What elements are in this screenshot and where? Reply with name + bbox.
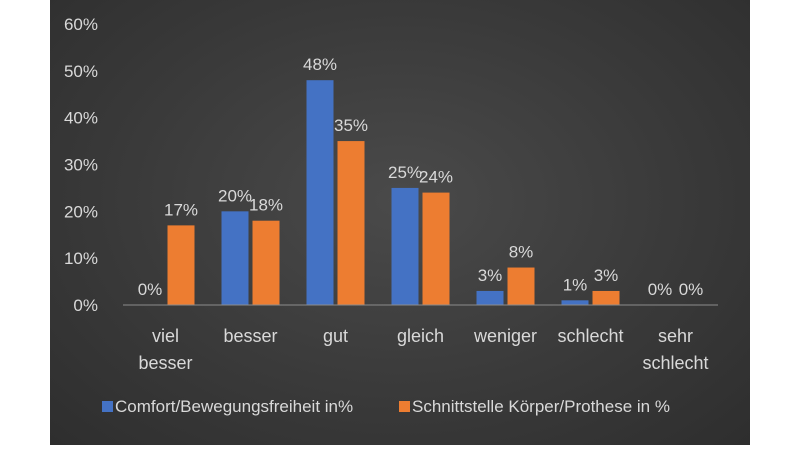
data-label: 0% <box>679 280 704 299</box>
bar-chart: 0% 10% 20% 30% 40% 50% 60% 0% 20% 48% 25% 3% 1% 0% 17… <box>64 15 718 416</box>
data-label: 20% <box>218 186 252 205</box>
data-label: 24% <box>419 168 453 187</box>
data-label: 25% <box>388 163 422 182</box>
legend-swatch-2 <box>399 401 410 412</box>
data-label: 3% <box>594 266 619 285</box>
data-label: 35% <box>334 116 368 135</box>
y-tick-label: 40% <box>64 109 98 128</box>
y-tick-label: 20% <box>64 202 98 221</box>
bar-series-2 <box>167 225 195 305</box>
data-label: 18% <box>249 196 283 215</box>
data-label: 0% <box>648 280 673 299</box>
bar-series-2 <box>337 141 365 305</box>
data-label: 1% <box>563 275 588 294</box>
data-label: 8% <box>509 243 534 262</box>
bar-series-1 <box>221 211 249 305</box>
bar-series-2 <box>252 220 280 305</box>
y-axis: 0% 10% 20% 30% 40% 50% 60% <box>64 15 98 315</box>
x-axis: viel besser besser gut gleich weniger schlecht… <box>138 326 708 373</box>
y-tick-label: 0% <box>73 296 98 315</box>
data-label: 17% <box>164 200 198 219</box>
bar-series-1 <box>561 300 589 305</box>
x-tick-label: weniger <box>473 326 537 346</box>
legend-label-2: Schnittstelle Körper/Prothese in % <box>412 397 670 416</box>
bar-series-2 <box>422 192 450 305</box>
bars <box>167 80 620 305</box>
x-tick-label: gleich <box>397 326 444 346</box>
legend: Comfort/Bewegungsfreiheit in% Schnittstel… <box>102 397 670 416</box>
legend-label-1: Comfort/Bewegungsfreiheit in% <box>115 397 353 416</box>
chart-panel: 0% 10% 20% 30% 40% 50% 60% 0% 20% 48% 25% 3% 1% 0% 17… <box>50 0 750 445</box>
bar-series-1 <box>476 290 504 305</box>
legend-swatch-1 <box>102 401 113 412</box>
x-tick-label: schlecht <box>557 326 623 346</box>
y-tick-label: 30% <box>64 156 98 175</box>
bar-series-1 <box>391 187 419 305</box>
bar-series-2 <box>507 267 535 305</box>
data-label: 0% <box>138 280 163 299</box>
x-tick-label: besser <box>223 326 277 346</box>
data-label: 3% <box>478 266 503 285</box>
y-tick-label: 50% <box>64 62 98 81</box>
x-tick-label: gut <box>323 326 348 346</box>
x-tick-label: viel besser <box>138 326 192 373</box>
y-tick-label: 60% <box>64 15 98 34</box>
data-labels: 0% 20% 48% 25% 3% 1% 0% 17% 18% 35% 24% 8% 3% 0% <box>138 55 704 299</box>
bar-series-1 <box>306 80 334 305</box>
x-tick-label: sehr schlecht <box>642 326 708 373</box>
bar-series-2 <box>592 290 620 305</box>
y-tick-label: 10% <box>64 249 98 268</box>
data-label: 48% <box>303 55 337 74</box>
